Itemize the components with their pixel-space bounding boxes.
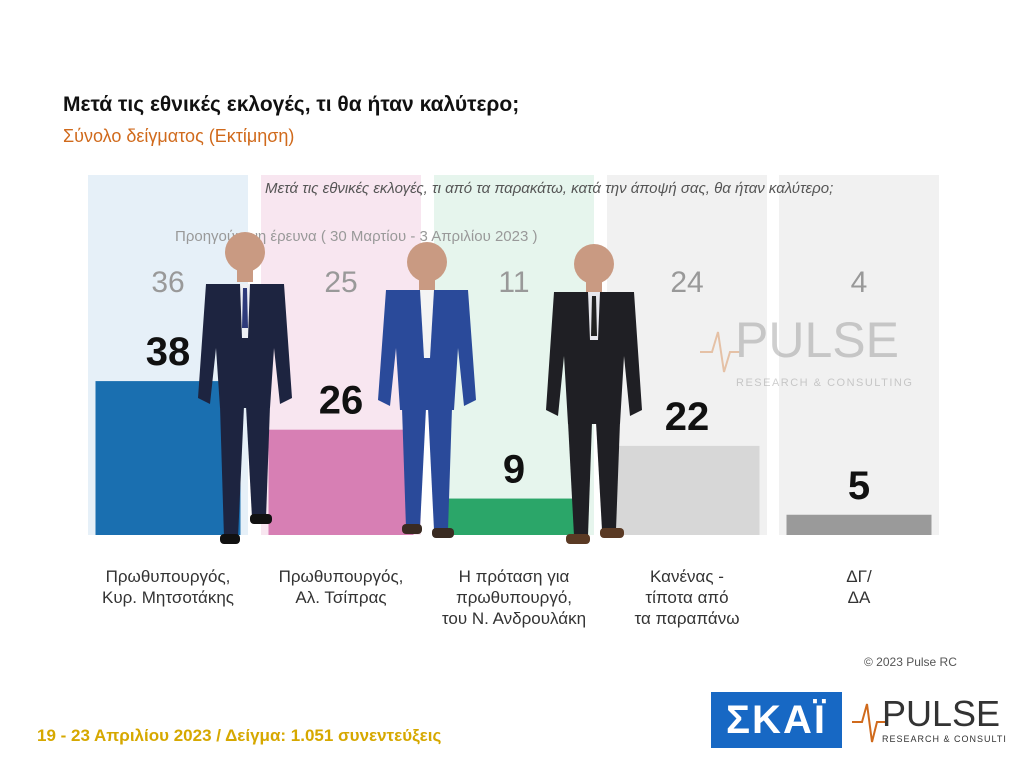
pulse-logo-brand: PULSE	[882, 693, 1000, 734]
data-label: 26	[319, 379, 364, 423]
pulse-watermark: PULSE RESEARCH & CONSULTING	[700, 312, 913, 389]
previous-value-label: 11	[498, 266, 529, 299]
category-label: Πρωθυπουργός, Κυρ. Μητσοτάκης	[83, 566, 253, 608]
chart-question: Μετά τις εθνικές εκλογές, τι από τα παρα…	[265, 180, 834, 197]
person-figure-3	[546, 244, 642, 544]
category-label-line: τίποτα από	[645, 588, 729, 607]
category-label-line: του Ν. Ανδρουλάκη	[441, 609, 587, 628]
category-label-line: τα παραπάνω	[634, 609, 740, 628]
page-subtitle: Σύνολο δείγματος (Εκτίμηση)	[63, 126, 295, 146]
data-label: 22	[665, 395, 710, 439]
bar	[441, 498, 587, 535]
category-label-line: Κανένας -	[650, 567, 724, 586]
data-label: 9	[503, 448, 525, 492]
pulse-logo: PULSE RESEARCH & CONSULTING	[852, 693, 1007, 744]
category-label-line: πρωθυπουργό,	[455, 588, 572, 607]
category-label: Κανένας - τίποτα από τα παραπάνω	[602, 566, 772, 629]
previous-survey-label: Προηγούμενη έρευνα ( 30 Μαρτίου - 3 Απρι…	[175, 228, 538, 245]
bar	[786, 514, 932, 535]
data-label: 38	[146, 330, 191, 374]
category-label-line: ΔΓ/	[846, 567, 872, 586]
previous-value-label: 4	[851, 266, 868, 299]
copyright-text: © 2023 Pulse RC	[864, 655, 957, 669]
previous-value-label: 24	[670, 266, 703, 299]
skai-logo: ΣΚΑΪ	[711, 692, 842, 748]
category-label: Πρωθυπουργός, Αλ. Τσίπρας	[256, 566, 426, 608]
previous-value-label: 36	[151, 266, 184, 299]
bar-background	[779, 175, 939, 535]
category-label-line: Αλ. Τσίπρας	[295, 588, 387, 607]
bar	[614, 445, 760, 535]
person-figure-2	[378, 242, 476, 538]
category-label-line: Πρωθυπουργός,	[278, 567, 404, 586]
category-label: Η πρόταση για πρωθυπουργό, του Ν. Ανδρουλά…	[429, 566, 599, 629]
data-label: 5	[848, 464, 870, 508]
category-label-line: Κυρ. Μητσοτάκης	[102, 588, 234, 607]
watermark-tagline: RESEARCH & CONSULTING	[736, 377, 913, 389]
category-label-line: Η πρόταση για	[458, 567, 570, 586]
bar	[95, 381, 241, 535]
person-figure-1	[198, 232, 292, 544]
page-title: Μετά τις εθνικές εκλογές, τι θα ήταν καλ…	[63, 93, 520, 116]
category-label: ΔΓ/ΔΑ	[774, 566, 944, 608]
watermark-brand: PULSE	[735, 312, 899, 368]
category-label-line: ΔΑ	[847, 588, 871, 607]
previous-value-label: 25	[324, 266, 357, 299]
bar	[268, 429, 414, 535]
category-label-line: Πρωθυπουργός,	[105, 567, 231, 586]
survey-footer: 19 - 23 Απριλίου 2023 / Δείγμα: 1.051 συ…	[37, 726, 442, 745]
pulse-logo-tagline: RESEARCH & CONSULTING	[882, 734, 1007, 744]
